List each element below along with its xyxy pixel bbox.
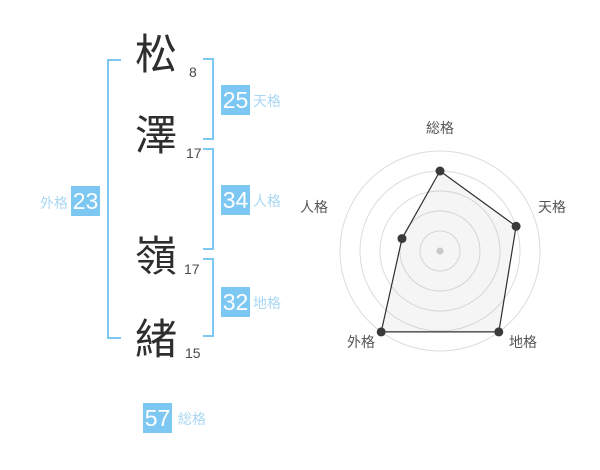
radar-grid-ring-1	[419, 230, 461, 272]
tenkaku-bracket	[203, 58, 214, 140]
tenkaku-score-chip: 25	[221, 85, 250, 115]
radar-data-point-3	[376, 327, 386, 337]
gaikaku-bracket	[107, 59, 121, 339]
stroke-count-3: 17	[184, 261, 200, 277]
jinkaku-score-label: 人格	[253, 193, 281, 209]
radar-grid-ring-2	[399, 210, 481, 292]
gaikaku-score-label: 外格	[40, 195, 68, 211]
radar-axis-label-1: 天格	[538, 199, 566, 215]
radar-data-point-2	[494, 327, 504, 337]
radar-data-point-0	[435, 166, 445, 176]
jinkaku-score-chip: 34	[221, 185, 250, 215]
stroke-count-1: 8	[189, 64, 197, 80]
jinkaku-bracket	[203, 148, 214, 250]
radar-chart: 総格天格地格 外格 人格	[295, 105, 575, 375]
soukaku-score-label: 総格	[178, 411, 206, 427]
name-char-3: 嶺	[134, 233, 177, 280]
radar-grid-ring-3	[379, 190, 501, 312]
stroke-count-4: 15	[185, 345, 201, 361]
name-char-2: 澤	[134, 112, 177, 159]
radar-data-polygon	[380, 170, 517, 333]
soukaku-score-chip: 57	[143, 403, 172, 433]
chikaku-score-label: 地格	[253, 295, 281, 311]
radar-axis-label-2: 地格	[509, 334, 537, 350]
stroke-count-2: 17	[186, 145, 202, 161]
radar-axis-label-0: 総格	[426, 120, 454, 136]
chikaku-score-chip: 32	[221, 287, 250, 317]
radar-center-dot	[436, 247, 444, 255]
radar-data-point-1	[511, 221, 521, 231]
radar-grid-ring-5	[339, 150, 541, 352]
radar-axis-label-3: 外格	[347, 334, 375, 350]
gaikaku-score-chip: 23	[71, 186, 100, 216]
chikaku-bracket	[203, 258, 214, 337]
radar-data-point-4	[397, 234, 407, 244]
radar-axis-label-4: 人格	[300, 199, 328, 215]
tenkaku-score-label: 天格	[253, 93, 281, 109]
name-char-1: 松	[134, 31, 177, 78]
name-char-4: 緒	[134, 316, 177, 363]
